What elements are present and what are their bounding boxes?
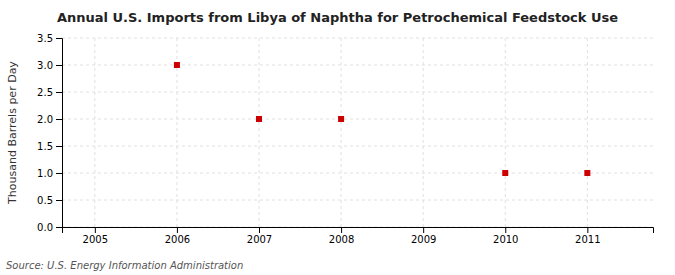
point xyxy=(338,116,344,122)
tick-label: 2010 xyxy=(493,234,518,245)
tick: 2008 xyxy=(329,227,354,245)
grid-line xyxy=(341,38,342,227)
point xyxy=(584,170,590,176)
tick-label: 3.0 xyxy=(37,60,53,71)
tick-mark xyxy=(56,92,62,93)
grid-line xyxy=(62,65,653,66)
tick-mark xyxy=(95,227,96,233)
marks xyxy=(174,62,590,176)
tick: 2009 xyxy=(411,227,436,245)
grid-line xyxy=(62,173,653,174)
grid-line xyxy=(94,38,95,227)
tick: 3.0 xyxy=(37,60,62,71)
point xyxy=(174,62,180,68)
grid-line xyxy=(62,200,653,201)
tick: 2011 xyxy=(575,227,600,245)
tick-label: 0.5 xyxy=(37,195,53,206)
tick: 1.5 xyxy=(37,141,62,152)
x-axis: 2005 2006 2007 2008 2009 2010 2011 xyxy=(63,227,654,245)
tick-mark xyxy=(56,200,62,201)
tick-mark xyxy=(505,227,506,233)
grid-line xyxy=(62,38,653,39)
tick: 0.0 xyxy=(37,222,62,233)
annotation: Source: U.S. Energy Information Administ… xyxy=(6,260,243,271)
tick-label: 2.0 xyxy=(37,114,53,125)
axis-line xyxy=(56,39,63,228)
tick-mark xyxy=(56,38,62,39)
tick: 2006 xyxy=(165,227,190,245)
tick-mark xyxy=(341,227,342,233)
tick-label: 2009 xyxy=(411,234,436,245)
plot-area: 2005 2006 2007 2008 2009 2010 2011 0.0 0.5 1.0 1.5… xyxy=(37,33,653,245)
tick-label: 2011 xyxy=(575,234,600,245)
tick-label: 1.5 xyxy=(37,141,53,152)
title: Annual U.S. Imports from Libya of Naphth… xyxy=(57,10,618,25)
grid-line xyxy=(62,119,653,120)
tick-label: 2006 xyxy=(165,234,190,245)
grid-line xyxy=(62,146,653,147)
tick: 1.0 xyxy=(37,168,62,179)
tick-label: 2007 xyxy=(247,234,272,245)
grid-line xyxy=(259,38,260,227)
tick-label: 3.5 xyxy=(37,33,53,44)
chart: 2005 2006 2007 2008 2009 2010 2011 0.0 0.5 1.0 1.5… xyxy=(0,0,675,275)
tick-mark xyxy=(56,173,62,174)
tick-label: 0.0 xyxy=(37,222,53,233)
point xyxy=(502,170,508,176)
tick-label: 2008 xyxy=(329,234,354,245)
tick-mark xyxy=(177,227,178,233)
tick: 0.5 xyxy=(37,195,62,206)
tick-mark xyxy=(56,119,62,120)
tick: 3.5 xyxy=(37,33,62,44)
tick: 2010 xyxy=(493,227,518,245)
y-axis-title: Thousand Barrels per Day xyxy=(6,61,19,205)
grid xyxy=(62,38,653,227)
tick-label: 2005 xyxy=(83,234,108,245)
tick: 2007 xyxy=(247,227,272,245)
tick-mark xyxy=(56,227,62,228)
tick-mark xyxy=(56,65,62,66)
tick-label: 2.5 xyxy=(37,87,53,98)
tick: 2.5 xyxy=(37,87,62,98)
tick: 2005 xyxy=(83,227,108,245)
axis-line xyxy=(63,228,654,234)
grid-line xyxy=(62,92,653,93)
tick-label: 1.0 xyxy=(37,168,53,179)
y-axis: 0.0 0.5 1.0 1.5 2.0 2.5 3.0 3.5 xyxy=(37,33,62,233)
grid-line xyxy=(587,38,588,227)
grid-line xyxy=(423,38,424,227)
tick-mark xyxy=(259,227,260,233)
tick: 2.0 xyxy=(37,114,62,125)
tick-mark xyxy=(587,227,588,233)
point xyxy=(256,116,262,122)
tick-mark xyxy=(423,227,424,233)
grid-line xyxy=(505,38,506,227)
tick-mark xyxy=(56,146,62,147)
